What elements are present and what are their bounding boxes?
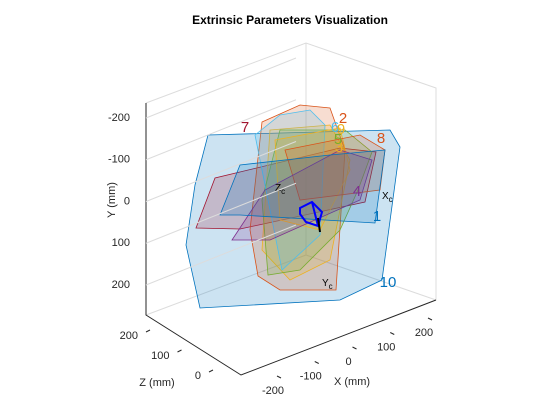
chart-title: Extrinsic Parameters Visualization — [192, 13, 388, 27]
camera-axis — [317, 217, 321, 233]
box-edge — [305, 254, 437, 301]
board-label: 1 — [373, 208, 381, 225]
camera — [311, 201, 319, 227]
y-tick-label: 200 — [112, 279, 130, 291]
axis-line — [145, 103, 437, 376]
axis-sub: c — [281, 187, 285, 196]
z-tick — [208, 369, 214, 373]
axis-sub: c — [329, 282, 333, 291]
board — [231, 149, 373, 241]
board-label: 3 — [335, 139, 343, 156]
x-tick-label: 0 — [345, 356, 351, 368]
camera-axis-label: Zc — [275, 183, 285, 196]
camera-axis-label: Yc — [322, 278, 333, 291]
board — [219, 149, 386, 224]
x-tick — [352, 346, 357, 350]
y-tick-label: -200 — [108, 112, 130, 124]
board — [185, 129, 401, 309]
grid-line — [145, 182, 297, 244]
board — [274, 127, 351, 231]
x-tick-label: 100 — [377, 341, 395, 353]
x-tick — [427, 317, 433, 321]
z-tick-label: 100 — [151, 350, 169, 362]
board-label: 9 — [337, 121, 345, 138]
x-tick — [390, 332, 395, 335]
grid-line — [145, 224, 297, 286]
axis-letter: X — [382, 191, 389, 202]
boards — [185, 104, 401, 309]
axis-letter: Z — [275, 183, 281, 194]
board-label: 8 — [377, 130, 385, 147]
z-tick-label: 200 — [120, 330, 138, 342]
board — [261, 124, 351, 281]
x-tick-label: 200 — [415, 327, 433, 339]
z-axis-label: Z (mm) — [139, 377, 174, 389]
y-tick-label: 100 — [112, 237, 130, 249]
board-label: 10 — [380, 274, 397, 291]
board-label: 6 — [331, 119, 339, 136]
board — [249, 104, 346, 291]
x-axis-label: X (mm) — [334, 376, 370, 388]
x-tick-label: -200 — [262, 385, 284, 397]
axis-sub: c — [389, 195, 393, 204]
box — [145, 42, 437, 376]
axis-letter: Y — [322, 278, 329, 289]
board — [254, 109, 326, 271]
y-tick-label: -100 — [108, 154, 130, 166]
board-label: 4 — [353, 183, 361, 200]
box-edge — [145, 42, 437, 300]
grid-line — [145, 99, 297, 161]
board-label: 2 — [339, 110, 347, 127]
z-tick — [145, 329, 151, 333]
board-label: 5 — [334, 131, 342, 148]
x-tick — [276, 375, 282, 379]
z-tick — [177, 349, 182, 353]
grid-line — [145, 57, 297, 119]
x-tick — [314, 361, 319, 364]
y-tick-label: 0 — [124, 195, 130, 207]
camera-axis-label: Xc — [382, 191, 393, 204]
y-axis-label: Y (mm) — [106, 182, 118, 218]
grid-line — [145, 141, 297, 202]
z-tick-label: 0 — [195, 370, 201, 382]
x-tick-label: -100 — [300, 370, 322, 382]
board-label: 7 — [241, 119, 249, 136]
